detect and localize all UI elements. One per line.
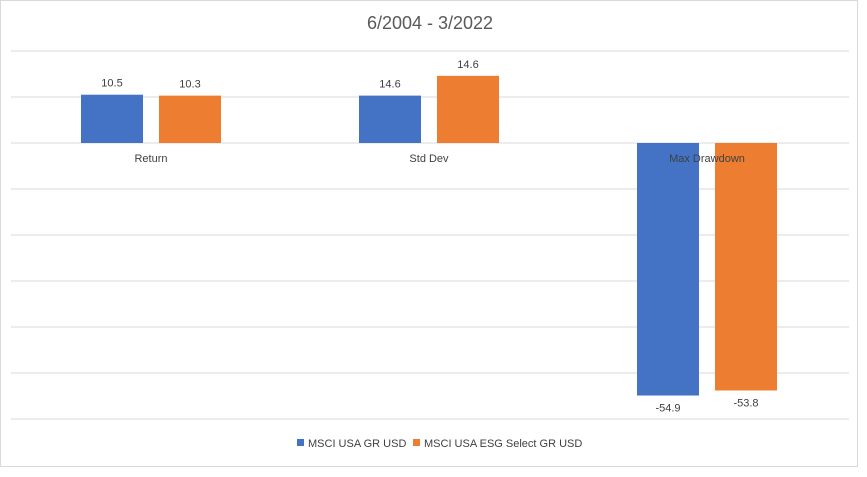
bar [159,95,221,143]
data-labels: 10.5 10.3 14.6 14.6 -54.9 -53.8 [101,59,758,415]
legend: MSCI USA GR USD MSCI USA ESG Select GR US… [297,438,582,450]
data-label: 14.6 [379,79,400,91]
legend-swatch [413,439,420,446]
category-label: Std Dev [409,153,449,165]
legend-swatch [297,439,304,446]
bar-chart: 6/2004 - 3/2022 Return Std Dev Max Drawdow… [11,13,849,450]
data-label: -54.9 [655,403,680,415]
bar [437,75,499,143]
data-label: -53.8 [733,397,758,409]
chart-title: 6/2004 - 3/2022 [367,13,493,33]
data-label: 14.6 [457,59,478,71]
data-label: 10.3 [179,79,200,91]
bar [637,143,699,396]
category-label: Return [134,153,167,165]
bars [81,75,777,396]
chart-area: 6/2004 - 3/2022 Return Std Dev Max Drawdow… [0,0,858,467]
category-labels: Return Std Dev Max Drawdown [134,153,744,165]
legend-entry: MSCI USA ESG Select GR USD [424,438,582,450]
bar [715,143,777,391]
legend-entry: MSCI USA GR USD [308,438,406,450]
data-label: 10.5 [101,78,122,90]
category-label: Max Drawdown [669,153,745,165]
bar [81,94,143,143]
gridlines [11,50,849,420]
bar [359,95,421,143]
